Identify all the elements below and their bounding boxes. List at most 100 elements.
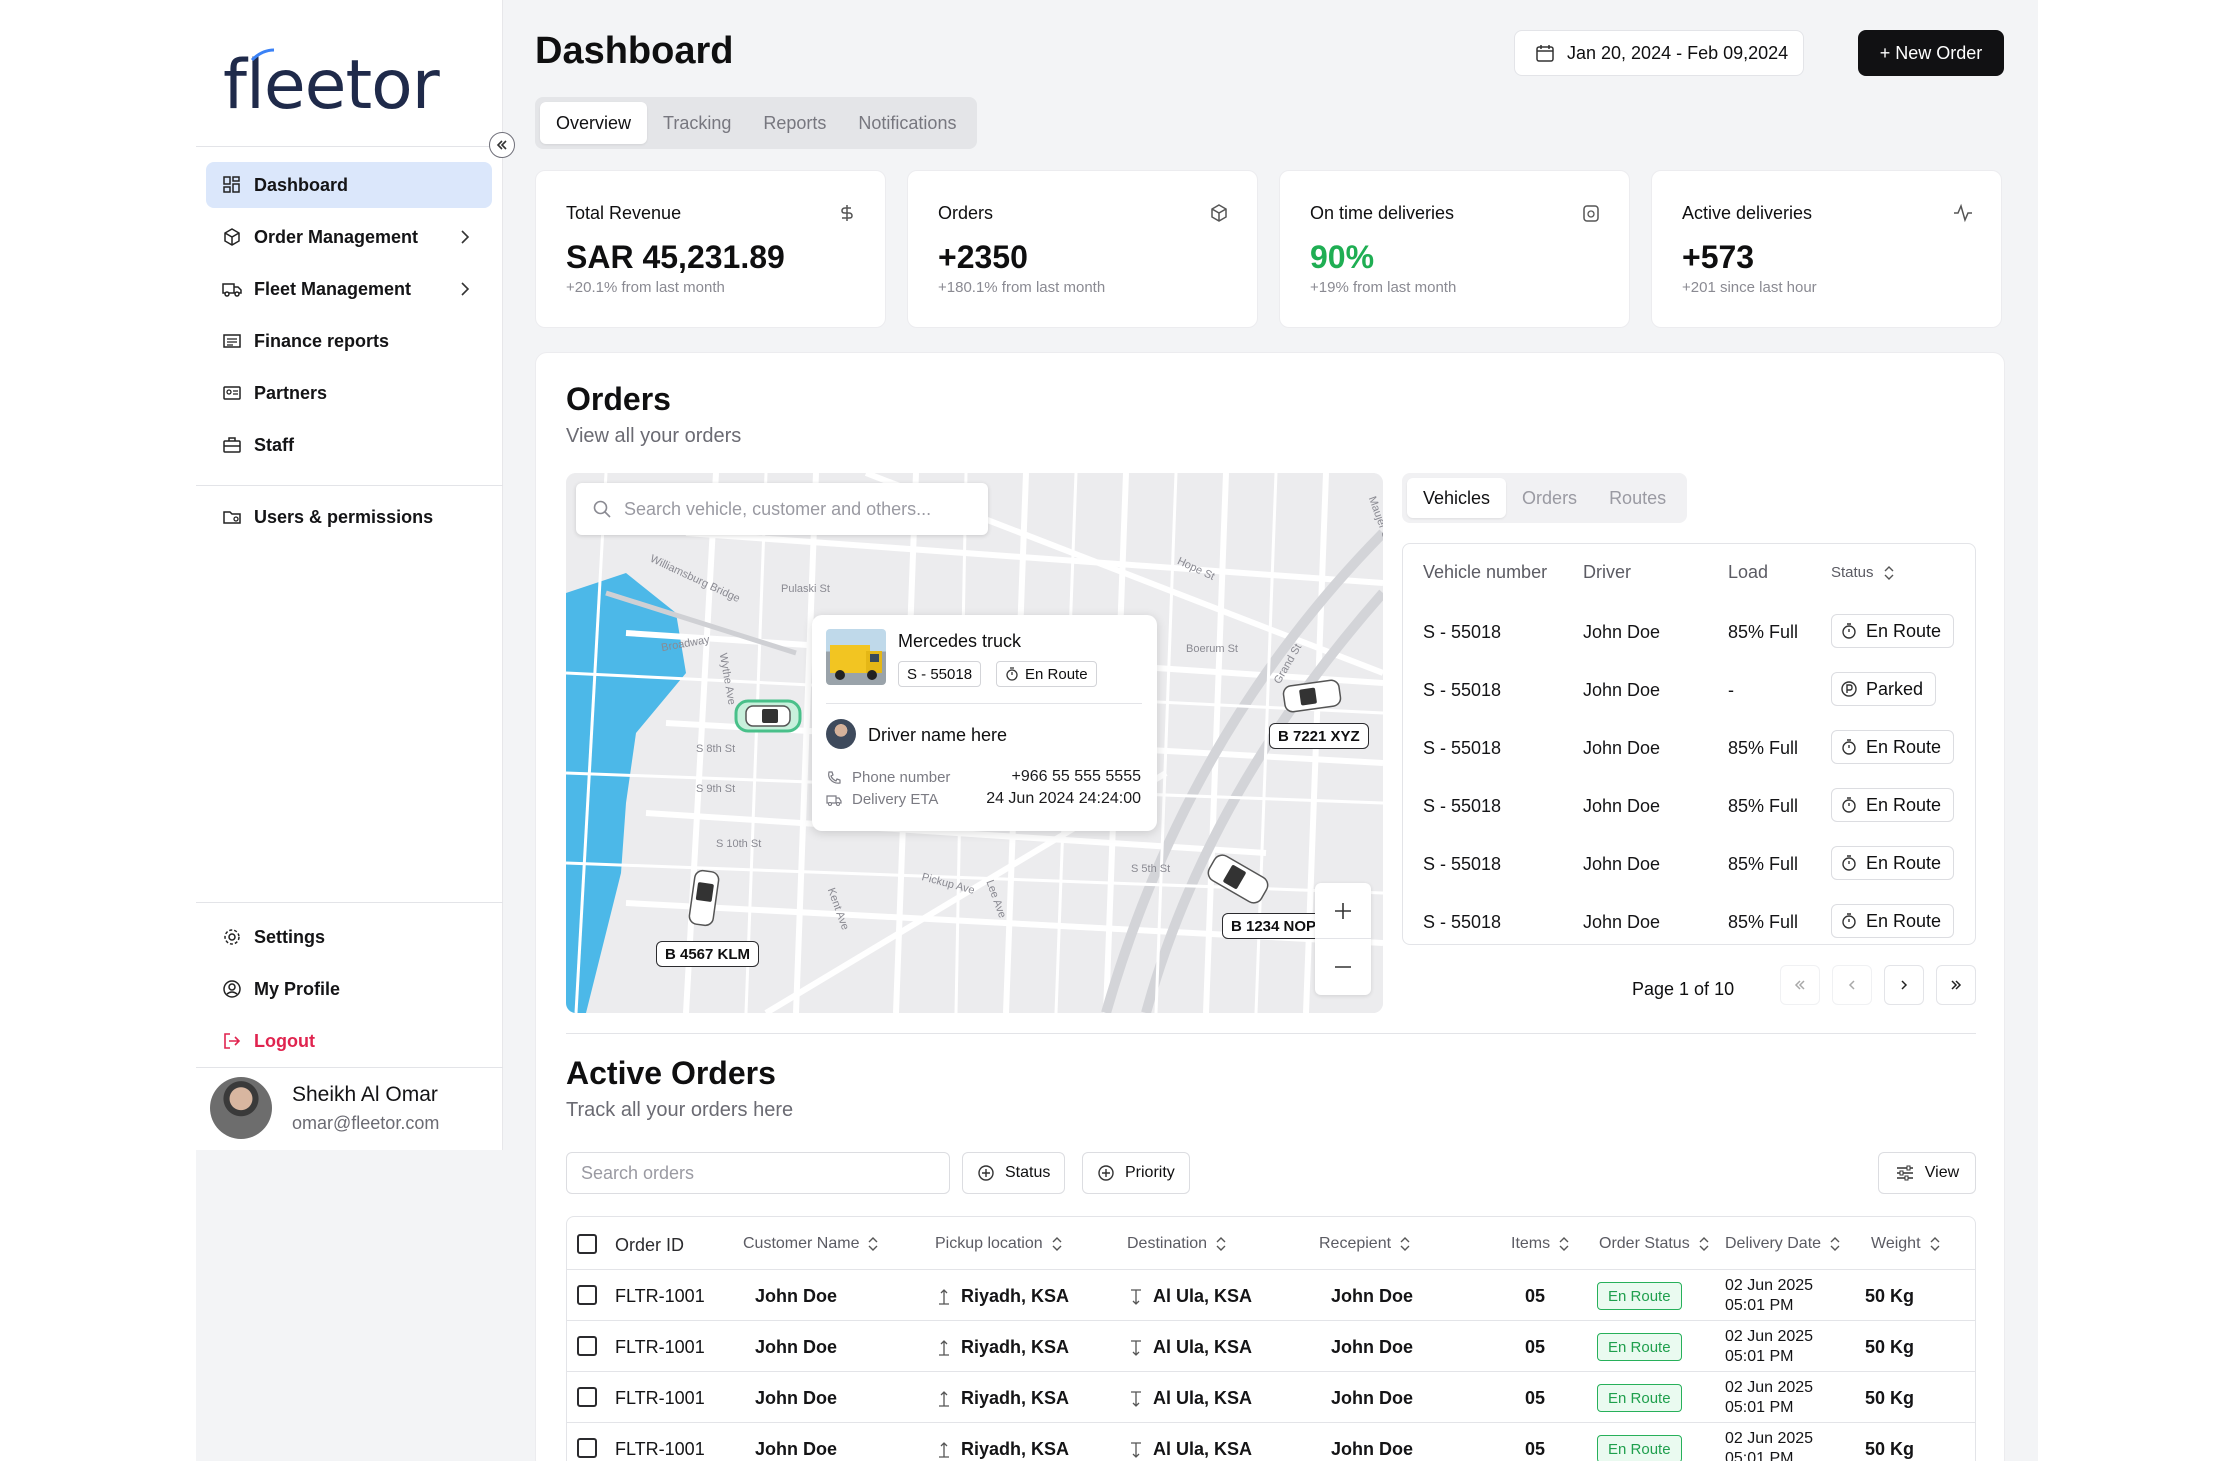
status-filter-button[interactable]: Status [962,1152,1066,1194]
next-page-button[interactable] [1884,965,1924,1005]
folder-user-icon [223,511,241,524]
sort-icon [1052,1237,1062,1251]
tab-notifications[interactable]: Notifications [858,112,957,133]
table-row[interactable]: S - 55018 John Doe 85% Full En Route [1403,602,1975,660]
order-id: FLTR-1001 [615,1388,705,1408]
sort-icon [1400,1237,1410,1251]
vehicle-marker[interactable] [734,699,802,733]
stat-card-active-deliveries: Active deliveries +573 +201 since last h… [1651,170,2002,328]
sidebar-item-order-management[interactable]: Order Management [206,214,492,260]
column-header-customer[interactable]: Customer Name [743,1235,879,1253]
user-profile[interactable]: Sheikh Al Omar omar@fleetor.com [210,1077,439,1139]
sidebar-item-finance-reports[interactable]: Finance reports [206,318,492,364]
user-name: Sheikh Al Omar [292,1082,438,1106]
sidebar-item-staff[interactable]: Staff [206,422,492,468]
sidebar-item-partners[interactable]: Partners [206,370,492,416]
report-icon [223,334,241,348]
sidebar-item-users-permissions[interactable]: Users & permissions [206,494,492,540]
column-header-label: Weight [1871,1235,1921,1252]
table-row[interactable]: S - 55018 John Doe 85% Full En Route [1403,776,1975,834]
column-header-label: Customer Name [743,1235,860,1252]
sidebar-item-dashboard[interactable]: Dashboard [206,162,492,208]
previous-page-button[interactable] [1832,965,1872,1005]
load-value: 85% Full [1728,622,1799,642]
stat-value: +2350 [938,239,1028,275]
row-checkbox[interactable] [577,1336,597,1356]
filter-label: Priority [1125,1164,1175,1181]
column-header-weight[interactable]: Weight [1871,1235,1941,1253]
column-header-recipient[interactable]: Recepient [1319,1235,1411,1253]
table-row[interactable]: FLTR-1001 John Doe Riyadh, KSA Al Ula, K… [567,1371,1975,1422]
row-checkbox[interactable] [577,1285,597,1305]
map-search-input[interactable]: Search vehicle, customer and others... [576,483,988,535]
column-header-destination[interactable]: Destination [1127,1235,1227,1253]
first-page-button[interactable] [1780,965,1820,1005]
vehicle-number: S - 55018 [1423,738,1502,758]
pickup-icon [939,1441,949,1458]
zoom-out-button[interactable] [1315,939,1371,995]
tab-tracking[interactable]: Tracking [663,112,732,133]
table-row[interactable]: S - 55018 John Doe 85% Full En Route [1403,834,1975,892]
column-header-order-status[interactable]: Order Status [1599,1235,1710,1253]
chevrons-right-icon [1951,980,1962,990]
search-placeholder: Search orders [581,1162,695,1183]
sliders-icon [1896,1165,1913,1181]
new-order-button[interactable]: + New Order [1858,30,2004,76]
logout-icon [224,1033,241,1049]
vehicle-plate-label: B 1234 NOP [1222,913,1326,939]
customer-name: John Doe [755,1337,838,1357]
sort-icon [1559,1237,1569,1251]
priority-filter-button[interactable]: Priority [1082,1152,1190,1194]
vehicle-tabs: Vehicles Orders Routes [1402,473,1688,523]
column-header-label: Status [1831,564,1874,581]
select-all-checkbox[interactable] [577,1234,597,1254]
items-count: 05 [1525,1388,1546,1408]
stat-value: SAR 45,231.89 [566,239,785,275]
map-search-placeholder: Search vehicle, customer and others... [624,498,932,519]
table-row[interactable]: S - 55018 John Doe - Parked [1403,660,1975,718]
tab-overview[interactable]: Overview [540,102,648,144]
tab-orders[interactable]: Orders [1522,487,1578,508]
phone-row: Phone number [826,769,950,786]
view-options-button[interactable]: View [1878,1152,1976,1194]
items-count: 05 [1525,1286,1546,1306]
divider [826,703,1142,704]
column-header-label: Order Status [1599,1235,1690,1252]
search-orders-input[interactable]: Search orders [566,1152,950,1194]
plus-circle-icon [978,1165,994,1181]
row-checkbox[interactable] [577,1387,597,1407]
sidebar-item-label: Dashboard [254,174,349,195]
main-tabs: Overview Tracking Reports Notifications [535,97,978,149]
column-header-pickup[interactable]: Pickup location [935,1235,1063,1253]
vehicle-marker[interactable] [1205,852,1271,906]
stat-value: +573 [1682,239,1755,275]
date-range-picker[interactable]: Jan 20, 2024 - Feb 09,2024 [1514,30,1804,76]
column-header-label: Destination [1127,1235,1208,1252]
collapse-sidebar-button[interactable] [489,132,515,158]
search-icon [593,500,611,518]
orders-map[interactable]: Broadway Williamsburg Bridge S 8th St S 9th… [566,473,1383,1013]
vehicle-marker[interactable] [688,869,720,927]
column-header-status[interactable]: Status [1831,564,1896,581]
zoom-in-button[interactable] [1315,883,1371,939]
table-row[interactable]: FLTR-1001 John Doe Riyadh, KSA Al Ula, K… [567,1269,1975,1320]
sidebar-item-settings[interactable]: Settings [206,914,492,960]
table-row[interactable]: FLTR-1001 John Doe Riyadh, KSA Al Ula, K… [567,1320,1975,1371]
sidebar-item-my-profile[interactable]: My Profile [206,966,492,1012]
plus-icon [1335,902,1351,919]
table-row[interactable]: S - 55018 John Doe 85% Full En Route [1403,892,1975,950]
sidebar-item-fleet-management[interactable]: Fleet Management [206,266,492,312]
table-row[interactable]: S - 55018 John Doe 85% Full En Route [1403,718,1975,776]
sidebar-item-logout[interactable]: Logout [206,1018,492,1064]
column-header-delivery-date[interactable]: Delivery Date [1725,1235,1841,1253]
column-header-items[interactable]: Items [1511,1235,1570,1253]
vehicle-marker[interactable] [1282,679,1342,713]
row-checkbox[interactable] [577,1438,597,1458]
tab-reports[interactable]: Reports [763,112,827,133]
table-row[interactable]: FLTR-1001 John Doe Riyadh, KSA Al Ula, K… [567,1422,1975,1461]
last-page-button[interactable] [1936,965,1976,1005]
vehicle-number: S - 55018 [1423,854,1502,874]
tab-vehicles[interactable]: Vehicles [1407,478,1507,518]
plate-badge: S - 55018 [898,661,982,687]
tab-routes[interactable]: Routes [1609,487,1667,508]
